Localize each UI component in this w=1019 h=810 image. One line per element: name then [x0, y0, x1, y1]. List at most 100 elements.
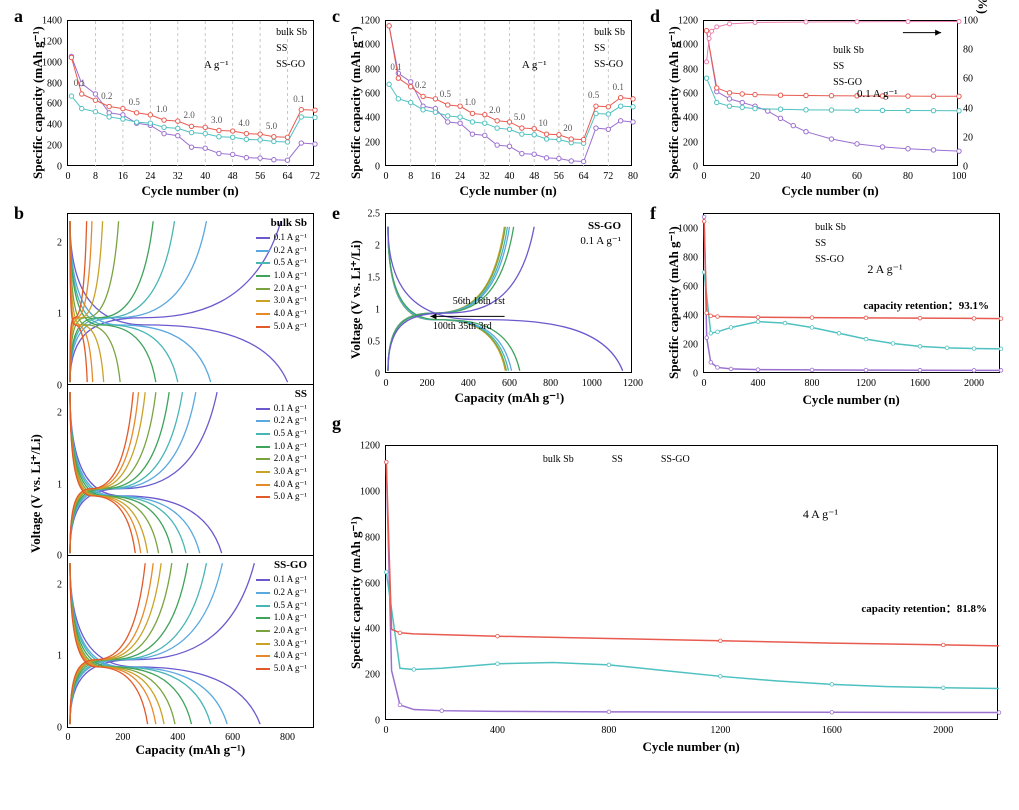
rate-step-label: 4.0 — [238, 118, 249, 128]
legend-label: 1.0 A g⁻¹ — [274, 270, 307, 282]
rate-step-label: 0.1 — [74, 78, 85, 88]
legend-item: SS-GO — [811, 75, 864, 90]
xtick: 64 — [283, 171, 293, 182]
xtick: 400 — [461, 378, 476, 389]
legend-label: 0.1 A g⁻¹ — [274, 574, 307, 586]
xtick: 48 — [529, 171, 539, 182]
ytick: 0 — [42, 722, 62, 733]
legend-marker — [793, 256, 811, 264]
xtick: 40 — [801, 171, 811, 182]
xlabel: Cycle number (n) — [803, 392, 900, 408]
legend-item: 0.2 A g⁻¹ — [256, 587, 307, 599]
legend-line — [256, 300, 270, 302]
rate-step-label: 1.0 — [156, 104, 167, 114]
ylabel: Voltage (V vs. Li⁺/Li) — [348, 240, 364, 359]
legend-marker — [572, 61, 590, 69]
xtick: 56 — [255, 171, 265, 182]
unit-label: A g⁻¹ — [204, 58, 229, 71]
legend-item: 0.1 A g⁻¹ — [256, 403, 307, 415]
rate-step-label: 20 — [563, 123, 572, 133]
sub-title: SS-GO — [274, 559, 307, 571]
xtick: 60 — [852, 171, 862, 182]
legend-label: bulk Sb — [815, 220, 846, 235]
panel-label-c: c — [332, 6, 340, 27]
xtick: 64 — [579, 171, 589, 182]
ytick-right: 100 — [963, 16, 978, 27]
rate-step-label: 0.2 — [101, 91, 112, 101]
legend-line — [256, 655, 270, 657]
legend-label: 1.0 A g⁻¹ — [274, 612, 307, 624]
legend-item: 0.2 A g⁻¹ — [256, 245, 307, 257]
subplot: bulk Sb0.1 A g⁻¹0.2 A g⁻¹0.5 A g⁻¹1.0 A … — [67, 213, 314, 385]
rate-label: 0.1 A g⁻¹ — [580, 234, 621, 247]
legend-line — [256, 237, 270, 239]
legend-label: 3.0 A g⁻¹ — [274, 295, 307, 307]
legend-item: 0.1 A g⁻¹ — [256, 574, 307, 586]
ytick-right: 60 — [963, 74, 973, 85]
legend-item: 0.1 A g⁻¹ — [256, 232, 307, 244]
legend-item: SS-GO — [572, 57, 625, 72]
xtick: 24 — [455, 171, 465, 182]
xtick: 0 — [384, 725, 389, 736]
xtick: 32 — [480, 171, 490, 182]
panel-a: a 081624324048566472020040060080010001200… — [12, 8, 322, 198]
panel-d: d020406080100020040060080010001200020406… — [648, 8, 1008, 198]
legend-item: 0.5 A g⁻¹ — [256, 600, 307, 612]
rate-step-label: 5.0 — [266, 121, 277, 131]
xtick: 40 — [505, 171, 515, 182]
legend-label: SS — [612, 452, 623, 467]
ytick-right: 20 — [963, 132, 973, 143]
legend-item: 4.0 A g⁻¹ — [256, 479, 307, 491]
ytick: 1200 — [668, 16, 698, 27]
legend-item: SS — [793, 236, 846, 251]
legend-line — [256, 579, 270, 581]
panel-f: f040080012001600200002004006008001000Cyc… — [648, 205, 1008, 405]
subplot: SS-GO 0.1 A g⁻¹0.2 A g⁻¹0.5 A g⁻¹1.0 A g⁻… — [67, 556, 314, 728]
ytick: 0 — [42, 551, 62, 562]
xtick: 24 — [145, 171, 155, 182]
xtick: 8 — [408, 171, 413, 182]
xtick: 20 — [750, 171, 760, 182]
xtick: 1200 — [856, 378, 876, 389]
xtick: 0 — [66, 732, 71, 743]
plot-area: 0204060801000200400600800100012000204060… — [703, 20, 958, 166]
legend: bulk SbSSSS-GO — [572, 25, 625, 73]
xtick: 2000 — [964, 378, 984, 389]
ylabel: Specific capacity (mAh g⁻¹) — [666, 26, 682, 179]
panel-label-e: e — [332, 203, 340, 224]
xtick: 0 — [702, 171, 707, 182]
legend-item: bulk Sb — [572, 25, 625, 40]
legend-marker — [590, 456, 608, 464]
legend: bulk SbSSSS-GO — [811, 43, 864, 91]
xtick: 200 — [420, 378, 435, 389]
plot-area: 0816243240485664720200400600800100012001… — [67, 20, 314, 166]
rate-label: 4 A g⁻¹ — [803, 507, 838, 522]
rate-label: 2 A g⁻¹ — [867, 262, 902, 277]
legend-marker — [254, 29, 272, 37]
xtick: 0 — [66, 171, 71, 182]
panel-label-f: f — [650, 203, 656, 224]
rate-step-label: 0.1 — [293, 94, 304, 104]
legend-marker — [639, 456, 657, 464]
legend-marker — [254, 61, 272, 69]
legend-line — [256, 313, 270, 315]
panel-b: bbulk Sb0.1 A g⁻¹0.2 A g⁻¹0.5 A g⁻¹1.0 A… — [12, 205, 322, 760]
xtick: 1200 — [623, 378, 643, 389]
panel-label-a: a — [14, 6, 23, 27]
legend-label: 5.0 A g⁻¹ — [274, 663, 307, 675]
panel-e-title: SS-GO — [588, 220, 621, 232]
legend-item: 0.5 A g⁻¹ — [256, 428, 307, 440]
legend-label: 0.5 A g⁻¹ — [274, 600, 307, 612]
legend-item: 3.0 A g⁻¹ — [256, 295, 307, 307]
legend-item: 1.0 A g⁻¹ — [256, 612, 307, 624]
legend-label: 0.1 A g⁻¹ — [274, 232, 307, 244]
legend-item: bulk Sb — [254, 25, 307, 40]
panel-e: e56th 16th 1st100th 35th 3rd020040060080… — [330, 205, 640, 405]
legend-item: SS-GO — [793, 252, 846, 267]
legend-label: 3.0 A g⁻¹ — [274, 638, 307, 650]
legend-item: 0.2 A g⁻¹ — [256, 415, 307, 427]
ylabel: Specific capacity (mAh g⁻¹) — [30, 26, 46, 179]
legend-item: bulk Sb — [793, 220, 846, 235]
legend-item: 3.0 A g⁻¹ — [256, 638, 307, 650]
panel-label-g: g — [332, 413, 341, 434]
